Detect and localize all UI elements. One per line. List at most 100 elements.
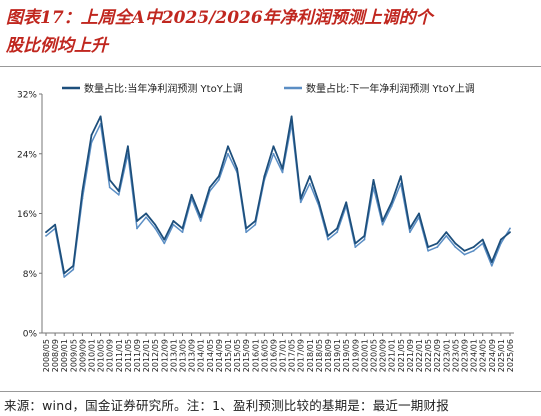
x-tick-label: 2009/09 xyxy=(78,339,87,372)
x-tick-label: 2018/01 xyxy=(306,339,315,372)
series-1-point xyxy=(454,246,457,249)
source-note: 来源：wind，国金证券研究所。注：1、盈利预测比较的基期是：最近一期财报 xyxy=(4,398,449,413)
x-tick-label: 2010/09 xyxy=(106,339,115,372)
series-1-point xyxy=(490,264,493,267)
y-tick-label: 32% xyxy=(17,91,37,101)
series-0-point xyxy=(227,145,229,148)
x-tick-label: 2019/09 xyxy=(351,339,360,372)
series-1-point xyxy=(436,246,439,249)
series-1-point xyxy=(308,182,311,185)
x-tick-label: 2011/01 xyxy=(115,339,124,372)
series-0-point xyxy=(154,223,157,226)
series-0-point xyxy=(454,242,457,245)
x-tick-label: 2016/09 xyxy=(269,339,278,372)
series-1-point xyxy=(509,227,511,230)
x-tick-label: 2015/01 xyxy=(224,339,233,372)
series-0-point xyxy=(281,167,284,170)
x-tick-label: 2013/01 xyxy=(169,339,178,372)
series-1-point xyxy=(363,238,366,241)
series-0-point xyxy=(236,167,238,170)
series-0-point xyxy=(45,231,47,234)
series-0-point xyxy=(99,115,102,118)
series-1-point xyxy=(227,152,229,155)
series-1-point xyxy=(427,249,430,252)
series-0-point xyxy=(272,145,275,148)
series-0-point xyxy=(54,223,56,226)
x-tick-label: 2012/05 xyxy=(151,339,160,372)
series-line-0 xyxy=(45,115,511,275)
series-0-point xyxy=(199,216,202,219)
series-1-point xyxy=(327,238,329,241)
x-tick-label: 2017/09 xyxy=(297,339,306,372)
x-tick-label: 2013/09 xyxy=(188,339,197,372)
series-1-point xyxy=(181,231,184,234)
x-tick-label: 2016/05 xyxy=(260,339,269,372)
title-divider xyxy=(0,66,541,67)
x-tick-label: 2017/01 xyxy=(279,339,288,372)
x-tick-label: 2009/01 xyxy=(60,339,69,372)
x-tick-label: 2014/05 xyxy=(206,339,215,372)
x-tick-label: 2015/05 xyxy=(233,339,242,372)
series-0-point xyxy=(308,175,311,178)
series-0-point xyxy=(345,201,348,204)
x-tick-label: 2024/01 xyxy=(470,339,479,372)
figure-title: 图表17：上周全A中2025/2026年净利润预测上调的个 股比例均上升 xyxy=(6,4,536,60)
chart-axes: 0%8%16%24%32%2008/05 2008/09 2009/01 2009/0… xyxy=(17,91,515,373)
series-0-point xyxy=(263,175,266,178)
x-tick-label: 2014/01 xyxy=(197,339,206,372)
line-chart: 数量占比:当年净利润预测 YtoY上调 数量占比:下一年净利润预测 YtoY上调… xyxy=(17,82,515,373)
series-0-point xyxy=(63,272,66,275)
series-1-point xyxy=(254,223,257,226)
series-1-point xyxy=(381,223,384,226)
series-0-point xyxy=(409,227,411,230)
series-0-point xyxy=(163,238,166,241)
x-tick-label: 2022/01 xyxy=(415,339,424,372)
series-0-point xyxy=(481,238,484,241)
series-1-point xyxy=(136,227,138,230)
x-tick-label: 2021/09 xyxy=(406,339,415,372)
series-1-point xyxy=(108,186,111,189)
series-1-point xyxy=(354,246,357,249)
y-tick-label: 0% xyxy=(23,330,38,340)
series-0-point xyxy=(290,115,293,118)
series-line-1 xyxy=(45,123,511,278)
series-0-point xyxy=(490,261,493,263)
series-0-point xyxy=(108,178,111,181)
x-tick-label: 2019/05 xyxy=(342,339,351,372)
chart-series xyxy=(45,115,511,278)
x-tick-label: 2018/05 xyxy=(315,339,324,372)
x-tick-label: 2021/01 xyxy=(388,339,397,372)
series-0-point xyxy=(181,227,184,230)
series-1-point xyxy=(63,276,66,278)
series-0-point xyxy=(117,190,120,192)
series-1-point xyxy=(172,223,175,226)
legend-label-next: 数量占比:下一年净利润预测 YtoY上调 xyxy=(306,82,475,95)
series-0-point xyxy=(217,175,220,178)
y-tick-label: 24% xyxy=(17,150,37,160)
series-0-point xyxy=(427,246,430,249)
x-tick-label: 2011/09 xyxy=(133,339,142,372)
x-tick-label: 2010/01 xyxy=(87,339,96,372)
series-0-point xyxy=(208,186,211,189)
x-tick-label: 2008/05 xyxy=(42,339,51,372)
series-0-point xyxy=(145,212,147,215)
series-1-point xyxy=(336,231,339,234)
series-1-point xyxy=(199,220,202,222)
series-0-point xyxy=(399,175,402,178)
x-tick-label: 2020/09 xyxy=(379,339,388,372)
x-tick-label: 2017/05 xyxy=(288,339,297,372)
series-0-point xyxy=(354,242,357,245)
series-1-point xyxy=(245,231,248,234)
x-tick-label: 2024/05 xyxy=(479,339,488,372)
series-0-point xyxy=(299,197,302,200)
x-tick-label: 2010/05 xyxy=(97,339,106,372)
series-0-point xyxy=(418,212,420,215)
x-tick-label: 2025/06 xyxy=(506,339,515,372)
x-tick-label: 2022/09 xyxy=(433,339,442,372)
x-tick-label: 2015/09 xyxy=(242,339,251,372)
x-tick-label: 2020/01 xyxy=(360,339,369,372)
series-1-point xyxy=(145,216,147,219)
x-tick-label: 2021/05 xyxy=(397,339,406,372)
series-0-point xyxy=(445,231,448,234)
series-0-point xyxy=(336,227,339,230)
